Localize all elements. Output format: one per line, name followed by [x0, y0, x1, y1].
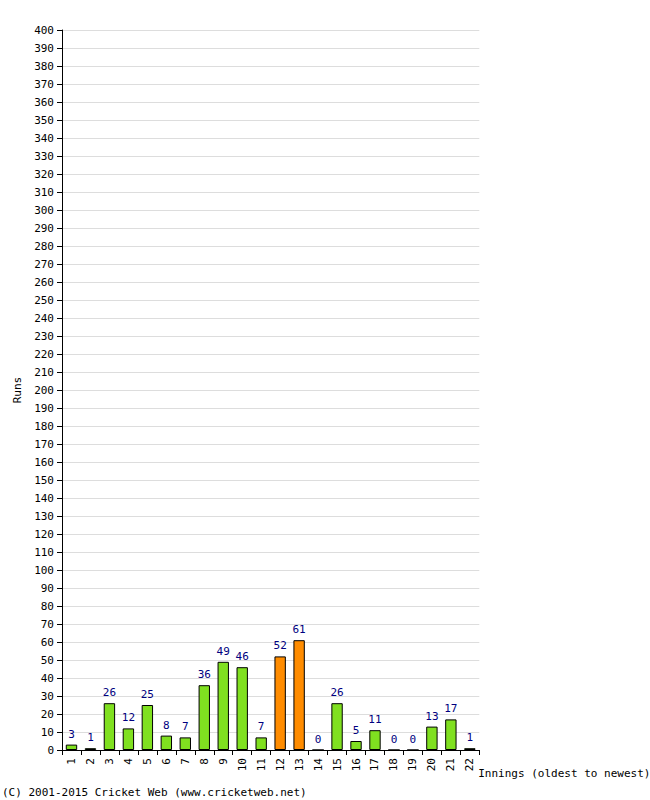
svg-text:7: 7 — [258, 720, 265, 733]
svg-text:390: 390 — [34, 42, 54, 55]
svg-text:340: 340 — [34, 132, 54, 145]
svg-text:110: 110 — [34, 546, 54, 559]
svg-text:150: 150 — [34, 474, 54, 487]
svg-text:200: 200 — [34, 384, 54, 397]
svg-text:26: 26 — [103, 686, 116, 699]
svg-text:11: 11 — [255, 758, 268, 771]
svg-text:170: 170 — [34, 438, 54, 451]
svg-text:90: 90 — [41, 582, 54, 595]
svg-text:8: 8 — [198, 758, 211, 765]
svg-text:50: 50 — [41, 654, 54, 667]
svg-text:400: 400 — [34, 24, 54, 37]
svg-text:61: 61 — [292, 623, 305, 636]
svg-text:140: 140 — [34, 492, 54, 505]
svg-text:4: 4 — [122, 758, 135, 765]
svg-text:5: 5 — [141, 758, 154, 765]
svg-text:5: 5 — [353, 724, 360, 737]
svg-text:350: 350 — [34, 114, 54, 127]
svg-text:36: 36 — [198, 668, 211, 681]
svg-text:(C) 2001-2015 Cricket Web (www: (C) 2001-2015 Cricket Web (www.cricketwe… — [2, 786, 307, 799]
svg-text:0: 0 — [47, 744, 54, 757]
svg-text:70: 70 — [41, 618, 54, 631]
svg-text:6: 6 — [160, 758, 173, 765]
svg-text:360: 360 — [34, 96, 54, 109]
svg-text:300: 300 — [34, 204, 54, 217]
svg-text:290: 290 — [34, 222, 54, 235]
svg-text:280: 280 — [34, 240, 54, 253]
svg-text:13: 13 — [293, 758, 306, 771]
svg-text:370: 370 — [34, 78, 54, 91]
svg-text:20: 20 — [425, 758, 438, 771]
svg-text:0: 0 — [315, 733, 322, 746]
svg-text:25: 25 — [141, 688, 154, 701]
svg-text:380: 380 — [34, 60, 54, 73]
svg-text:60: 60 — [41, 636, 54, 649]
svg-text:0: 0 — [410, 733, 417, 746]
svg-text:160: 160 — [34, 456, 54, 469]
svg-text:220: 220 — [34, 348, 54, 361]
svg-text:120: 120 — [34, 528, 54, 541]
svg-text:40: 40 — [41, 672, 54, 685]
svg-text:1: 1 — [87, 731, 94, 744]
svg-text:15: 15 — [331, 758, 344, 771]
svg-text:49: 49 — [217, 645, 230, 658]
svg-text:19: 19 — [406, 758, 419, 771]
svg-text:30: 30 — [41, 690, 54, 703]
svg-text:17: 17 — [368, 758, 381, 771]
svg-text:1: 1 — [65, 758, 78, 765]
svg-text:46: 46 — [236, 650, 249, 663]
svg-text:130: 130 — [34, 510, 54, 523]
svg-text:10: 10 — [41, 726, 54, 739]
svg-text:22: 22 — [463, 758, 476, 771]
svg-text:2: 2 — [84, 758, 97, 765]
svg-text:14: 14 — [312, 758, 325, 772]
svg-text:310: 310 — [34, 186, 54, 199]
svg-text:10: 10 — [236, 758, 249, 771]
svg-text:230: 230 — [34, 330, 54, 343]
svg-text:Innings (oldest to newest): Innings (oldest to newest) — [478, 767, 650, 780]
svg-text:260: 260 — [34, 276, 54, 289]
svg-text:12: 12 — [274, 758, 287, 771]
svg-text:240: 240 — [34, 312, 54, 325]
svg-text:80: 80 — [41, 600, 54, 613]
svg-text:11: 11 — [368, 713, 381, 726]
svg-text:190: 190 — [34, 402, 54, 415]
svg-text:1: 1 — [467, 731, 474, 744]
svg-text:330: 330 — [34, 150, 54, 163]
svg-text:26: 26 — [330, 686, 343, 699]
svg-text:180: 180 — [34, 420, 54, 433]
svg-text:250: 250 — [34, 294, 54, 307]
svg-text:20: 20 — [41, 708, 54, 721]
svg-text:21: 21 — [444, 758, 457, 771]
svg-text:7: 7 — [182, 720, 189, 733]
svg-text:52: 52 — [274, 639, 287, 652]
svg-text:18: 18 — [387, 758, 400, 771]
svg-text:7: 7 — [179, 758, 192, 765]
svg-text:3: 3 — [103, 758, 116, 765]
svg-text:320: 320 — [34, 168, 54, 181]
svg-text:210: 210 — [34, 366, 54, 379]
svg-text:Runs: Runs — [11, 377, 24, 404]
svg-text:100: 100 — [34, 564, 54, 577]
svg-text:17: 17 — [444, 702, 457, 715]
svg-text:9: 9 — [217, 758, 230, 765]
svg-text:270: 270 — [34, 258, 54, 271]
svg-text:8: 8 — [163, 719, 170, 732]
svg-text:0: 0 — [391, 733, 398, 746]
svg-text:16: 16 — [350, 758, 363, 771]
svg-text:3: 3 — [68, 728, 75, 741]
svg-text:12: 12 — [122, 711, 135, 724]
svg-text:13: 13 — [425, 710, 438, 723]
